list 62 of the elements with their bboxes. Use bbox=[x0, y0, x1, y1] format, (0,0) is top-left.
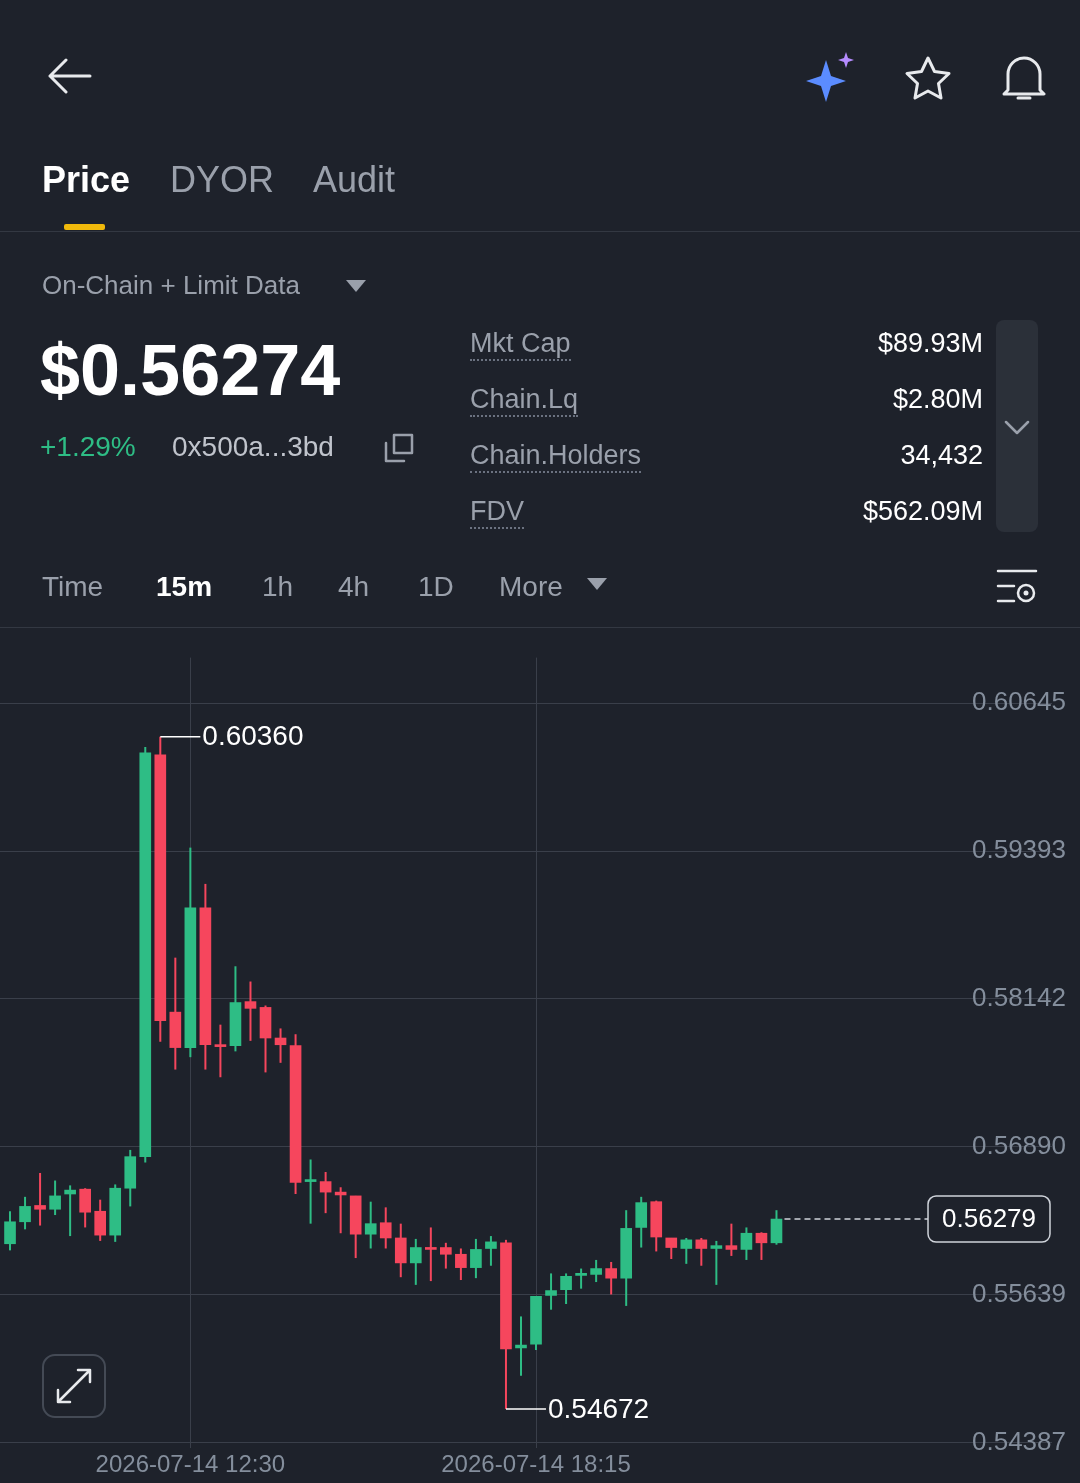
candlestick bbox=[455, 1247, 467, 1282]
text: $0.56274 bbox=[40, 328, 341, 412]
text: Price bbox=[42, 158, 131, 202]
annotation: 0.60360 bbox=[202, 720, 304, 752]
candlestick bbox=[485, 1235, 497, 1267]
candlestick bbox=[34, 1171, 46, 1227]
y-tick-label: 0.55639 bbox=[972, 1277, 1066, 1308]
candlestick bbox=[19, 1195, 31, 1231]
candlestick bbox=[695, 1236, 708, 1267]
text: 34,432 bbox=[900, 438, 983, 472]
candlestick bbox=[79, 1187, 91, 1229]
text: 1h bbox=[262, 570, 294, 604]
x-tick-label: 2026-07-14 12:30 bbox=[95, 1450, 286, 1478]
text: Time bbox=[42, 570, 104, 604]
candlestick bbox=[590, 1258, 602, 1284]
text: 0x500a...3bd bbox=[172, 430, 334, 464]
text: $89.93M bbox=[877, 326, 983, 360]
candlestick bbox=[725, 1222, 738, 1257]
candlestick bbox=[409, 1237, 422, 1286]
candlestick bbox=[740, 1226, 753, 1261]
candlestick bbox=[304, 1158, 317, 1225]
candlestick bbox=[274, 1027, 287, 1064]
annotation: 0.54672 bbox=[547, 1392, 650, 1424]
candlestick bbox=[379, 1206, 392, 1250]
candlestick bbox=[755, 1231, 768, 1261]
candlestick bbox=[440, 1241, 452, 1270]
text: Chain.Lq bbox=[470, 382, 579, 418]
y-tick-label: 0.59393 bbox=[972, 834, 1066, 865]
ref-line-label: 0.56279 bbox=[942, 1203, 1036, 1234]
y-tick-label: 0.58142 bbox=[972, 982, 1066, 1013]
candlestick bbox=[605, 1260, 617, 1296]
candlestick bbox=[64, 1184, 76, 1238]
text: 15m bbox=[156, 570, 213, 604]
text: Chain.Holders bbox=[470, 438, 642, 474]
text: Mkt Cap bbox=[470, 326, 571, 362]
candlestick bbox=[545, 1272, 557, 1311]
text: $562.09M bbox=[862, 494, 983, 528]
candlestick bbox=[214, 1023, 227, 1079]
y-tick-label: 0.60645 bbox=[972, 686, 1066, 717]
candlestick bbox=[364, 1200, 377, 1250]
y-tick-label: 0.56890 bbox=[972, 1130, 1066, 1161]
text: $2.80M bbox=[892, 382, 983, 416]
text: On-Chain + Limit Data bbox=[42, 270, 300, 302]
candlestick bbox=[470, 1237, 482, 1280]
text: Audit bbox=[313, 158, 396, 202]
candlestick bbox=[424, 1226, 437, 1283]
candlestick bbox=[710, 1239, 723, 1286]
text: +1.29% bbox=[40, 430, 136, 464]
x-tick-label: 2026-07-14 18:15 bbox=[441, 1450, 631, 1478]
text: FDV bbox=[470, 494, 524, 530]
candlestick bbox=[319, 1171, 332, 1215]
candlestick bbox=[4, 1210, 16, 1252]
y-tick-label: 0.54387 bbox=[972, 1425, 1066, 1456]
candlestick bbox=[244, 980, 257, 1042]
text: DYOR bbox=[170, 158, 275, 202]
text: More bbox=[499, 570, 563, 604]
candlestick bbox=[575, 1267, 587, 1290]
candlestick bbox=[560, 1272, 572, 1306]
candlestick bbox=[49, 1179, 61, 1217]
candlestick bbox=[680, 1236, 693, 1265]
text: 1D bbox=[418, 570, 454, 604]
text: 4h bbox=[338, 570, 370, 604]
